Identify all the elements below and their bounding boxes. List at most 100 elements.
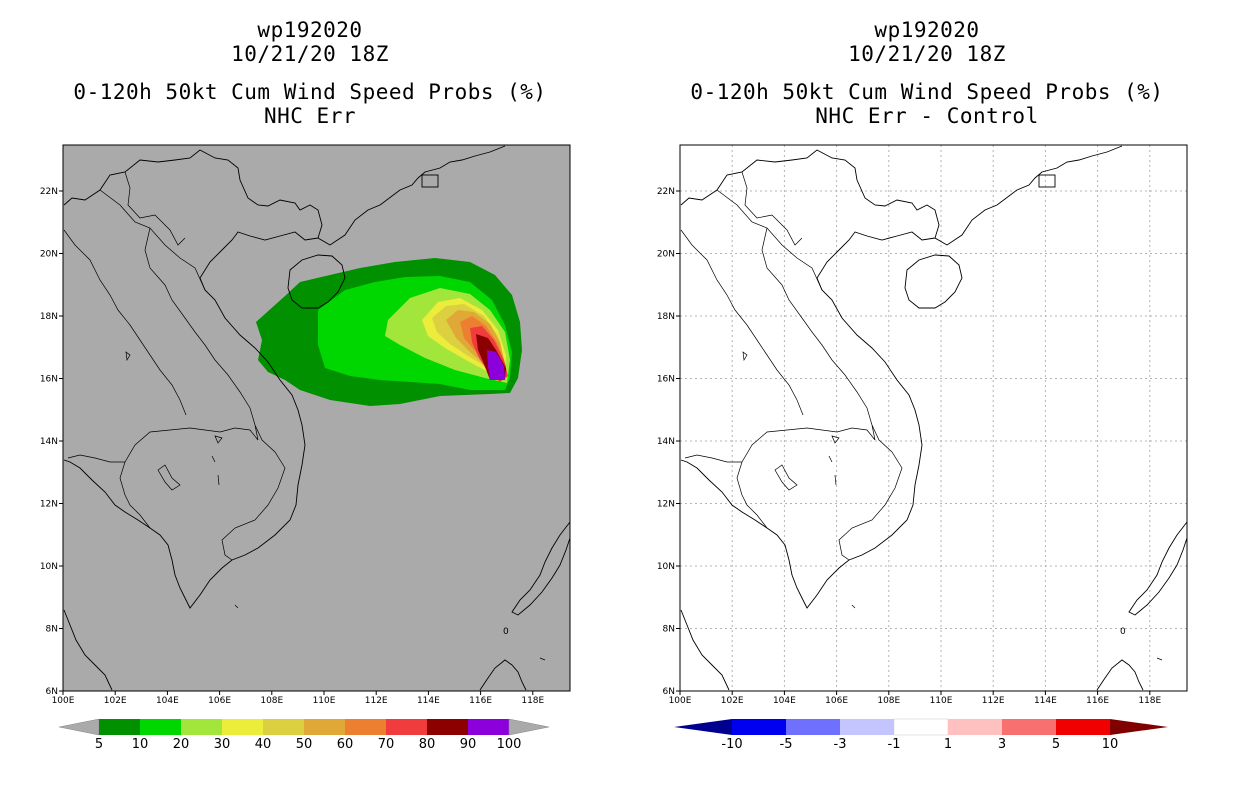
left-probability-swath [256, 258, 522, 406]
lat-label: 20N [40, 250, 58, 260]
right-lat-axis: 6N 8N 10N 12N 14N 16N 18N 20N 22N [657, 187, 680, 697]
lon-label: 102E [104, 696, 127, 706]
lon-label: 114E [417, 696, 440, 706]
lat-label: 8N [663, 625, 675, 635]
lat-label: 12N [657, 500, 675, 510]
colorbar-label: 5 [95, 737, 103, 752]
right-storm-id: wp192020 [874, 18, 980, 42]
lon-label: 104E [156, 696, 179, 706]
colorbar-swatch [786, 719, 840, 735]
colorbar-swatch [468, 719, 509, 735]
colorbar-swatch [386, 719, 427, 735]
lat-label: 18N [40, 312, 58, 322]
lat-label: 12N [40, 500, 58, 510]
lat-label: 22N [40, 187, 58, 197]
right-colorbar: -10 -5 -3 -1 1 3 5 10 [674, 718, 1168, 752]
colorbar-swatch [222, 719, 263, 735]
colorbar-label: 30 [214, 737, 231, 752]
colorbar-label: 1 [944, 737, 952, 752]
lat-label: 22N [657, 187, 675, 197]
colorbar-swatch [427, 719, 468, 735]
left-product: 0-120h 50kt Cum Wind Speed Probs (%) [73, 80, 547, 104]
lat-label: 14N [657, 437, 675, 447]
left-map-panel: 0 6N 8N 10N 12N 14N 16N 18N 20N 22N 100E 102E 104E… [40, 144, 571, 706]
colorbar-label: -1 [888, 737, 901, 752]
colorbar-swatch [304, 719, 345, 735]
lon-label: 100E [52, 696, 75, 706]
colorbar-label: 50 [296, 737, 313, 752]
lon-label: 100E [669, 696, 692, 706]
lon-label: 118E [521, 696, 544, 706]
colorbar-swatch [732, 719, 786, 735]
lon-label: 106E [208, 696, 231, 706]
colorbar-label: -3 [834, 737, 847, 752]
lat-label: 20N [657, 250, 675, 260]
colorbar-swatch [1056, 719, 1110, 735]
colorbar-swatch [893, 718, 949, 736]
colorbar-label: 20 [173, 737, 190, 752]
lon-label: 108E [260, 696, 283, 706]
lon-label: 104E [773, 696, 796, 706]
lon-label: 108E [877, 696, 900, 706]
colorbar-label: 10 [1102, 737, 1119, 752]
prob-band-90 [487, 350, 505, 380]
right-lon-axis: 100E 102E 104E 106E 108E 110E 112E 114E 116E 118E [669, 691, 1162, 706]
lon-label: 118E [1138, 696, 1161, 706]
right-map-panel: 0 6N 8N 10N 12N 14N 16N 18N 20N 22N 100E 102E 104E… [657, 144, 1188, 706]
colorbar-label: 10 [132, 737, 149, 752]
colorbar-swatch [99, 719, 140, 735]
colorbar-swatch [948, 719, 1002, 735]
lon-label: 110E [313, 696, 336, 706]
lon-label: 102E [721, 696, 744, 706]
colorbar-low-extend [58, 718, 100, 736]
right-subtitle: NHC Err - Control [815, 104, 1039, 128]
right-map-frame [679, 144, 1188, 692]
lat-label: 8N [46, 625, 58, 635]
lat-label: 14N [40, 437, 58, 447]
right-gridlines [680, 145, 1187, 691]
left-map-frame [62, 144, 571, 692]
right-date: 10/21/20 18Z [848, 42, 1006, 66]
colorbar-label: -5 [780, 737, 793, 752]
right-map-background [680, 145, 1187, 691]
left-island-marker: 0 [503, 627, 509, 637]
colorbar-label: 70 [378, 737, 395, 752]
colorbar-label: 80 [419, 737, 436, 752]
lat-label: 10N [657, 562, 675, 572]
left-colorbar: 5 10 20 30 40 50 60 70 80 90 100 [58, 718, 550, 752]
lat-label: 6N [46, 687, 58, 697]
left-lon-axis: 100E 102E 104E 106E 108E 110E 112E 114E 116E 118E [52, 691, 545, 706]
colorbar-swatch [140, 719, 181, 735]
colorbar-label: 3 [998, 737, 1006, 752]
colorbar-label: 40 [255, 737, 272, 752]
left-subtitle: NHC Err [263, 104, 356, 128]
lon-label: 112E [982, 696, 1005, 706]
right-island-marker: 0 [1120, 627, 1126, 637]
lon-label: 114E [1034, 696, 1057, 706]
lat-label: 18N [657, 312, 675, 322]
colorbar-swatch [181, 719, 222, 735]
colorbar-swatch [1002, 719, 1056, 735]
colorbar-low-extend [674, 719, 732, 735]
colorbar-label: 100 [497, 737, 522, 752]
lon-label: 116E [469, 696, 492, 706]
lat-label: 10N [40, 562, 58, 572]
lon-label: 106E [825, 696, 848, 706]
colorbar-label: 90 [460, 737, 477, 752]
colorbar-label: -10 [721, 737, 742, 752]
lon-label: 110E [930, 696, 953, 706]
colorbar-swatch [263, 719, 304, 735]
colorbar-high-extend [508, 718, 550, 736]
left-date: 10/21/20 18Z [231, 42, 389, 66]
lat-label: 6N [663, 687, 675, 697]
left-lat-axis: 6N 8N 10N 12N 14N 16N 18N 20N 22N [40, 187, 63, 697]
right-title-block: wp192020 10/21/20 18Z 0-120h 50kt Cum Wi… [667, 18, 1187, 128]
lat-label: 16N [657, 375, 675, 385]
left-storm-id: wp192020 [257, 18, 363, 42]
left-ocean-background [63, 145, 570, 691]
right-product: 0-120h 50kt Cum Wind Speed Probs (%) [690, 80, 1164, 104]
colorbar-swatch [345, 719, 386, 735]
left-title-block: wp192020 10/21/20 18Z 0-120h 50kt Cum Wi… [50, 18, 570, 128]
lon-label: 116E [1086, 696, 1109, 706]
